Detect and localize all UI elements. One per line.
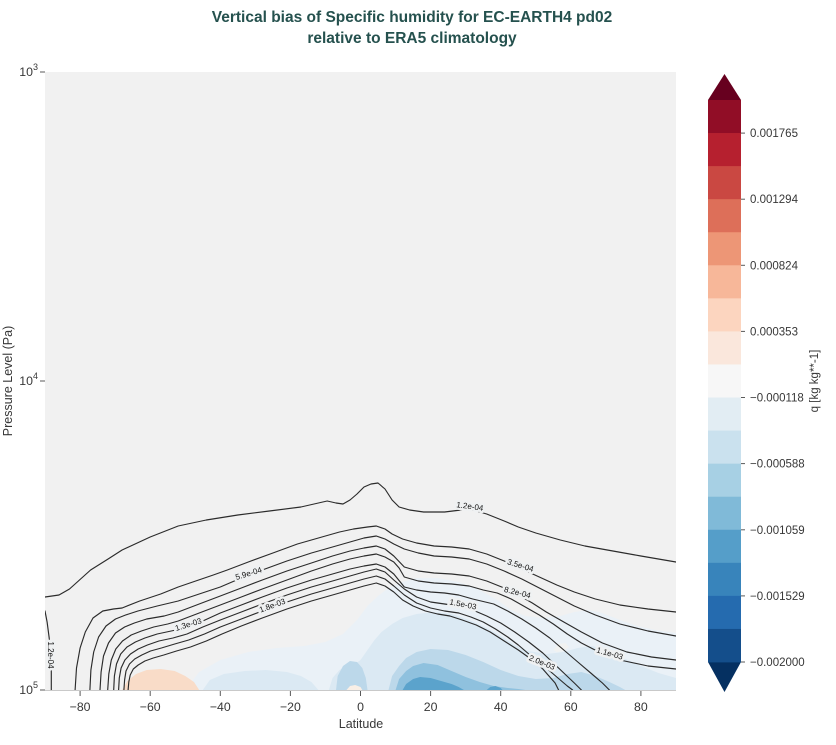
colorbar-tick-label: −0.002000 — [750, 657, 805, 669]
colorbar-segment — [708, 331, 741, 365]
x-tick-label: 20 — [424, 700, 438, 714]
x-tick-label: −80 — [70, 700, 91, 714]
x-tick-label: 40 — [494, 700, 508, 714]
contour-line-1.8e-03 — [123, 575, 574, 690]
x-axis-label: Latitude — [339, 717, 384, 731]
colorbar-segment — [708, 562, 741, 597]
colorbar-segment — [708, 100, 741, 134]
contour-line-3.5e-04 — [74, 525, 676, 690]
contour-line-1.5e-03 — [118, 568, 582, 690]
colorbar-segment — [708, 595, 741, 630]
colorbar-segment — [708, 133, 741, 167]
colorbar-tick-label: 0.001765 — [750, 128, 798, 140]
chart-title-line2: relative to ERA5 climatology — [307, 30, 517, 47]
x-tick-label: 80 — [634, 700, 648, 714]
contour-line-1.2e-04 — [45, 482, 676, 598]
contour-fill-neg-band-5 — [402, 677, 464, 690]
x-tick-label: −20 — [280, 700, 301, 714]
contour-line-1.3e-03 — [113, 563, 610, 690]
colorbar-tick-label: −0.001529 — [750, 591, 805, 603]
colorbar-segment — [708, 397, 741, 431]
colorbar-arrow-under — [708, 662, 741, 692]
colorbar: 0.001765 0.001294 0.000824 0.000353 −0.00011… — [708, 74, 805, 692]
contour-fill-neg-band-2-left — [202, 670, 319, 690]
colorbar-segment — [708, 298, 741, 332]
contour-line-8.2e-04 — [99, 545, 676, 690]
colorbar-segment — [708, 166, 741, 200]
colorbar-segment — [708, 430, 741, 465]
contour-line-2.0e-03 — [127, 582, 560, 690]
chart-title-line1: Vertical bias of Specific humidity for E… — [212, 9, 613, 26]
contour-fill-pos-patch-south — [122, 669, 200, 690]
colorbar-segment — [708, 496, 741, 531]
contour-lines — [45, 482, 676, 690]
colorbar-arrow-over — [708, 74, 741, 100]
colorbar-segment — [708, 463, 741, 498]
colorbar-tick-label: −0.000588 — [750, 459, 805, 471]
y-axis-label: Pressure Level (Pa) — [1, 326, 15, 436]
contour-fill-pos-patch-tropic — [346, 685, 363, 690]
contour-line-5.9e-04 — [89, 535, 676, 690]
x-tick-label: 60 — [564, 700, 578, 714]
plot-area-background — [45, 72, 676, 690]
x-axis: −80 −60 −40 −20 0 20 40 60 80 — [70, 691, 648, 714]
colorbar-segment — [708, 529, 741, 564]
colorbar-tick-label: −0.000118 — [750, 393, 804, 405]
y-tick-label: 103 — [19, 62, 38, 79]
y-axis: 103 104 105 — [19, 62, 45, 697]
contour-fills — [122, 578, 676, 690]
colorbar-segment — [708, 199, 741, 233]
contour-fill-neg-band-3-left — [336, 661, 368, 690]
colorbar-label: q [kg kg**-1] — [809, 350, 821, 413]
colorbar-tick-label: −0.001059 — [750, 525, 805, 537]
colorbar-tick-label: 0.000824 — [750, 260, 799, 272]
x-tick-label: −60 — [140, 700, 161, 714]
contour-fill-neg-band-5b — [486, 686, 503, 690]
colorbar-segment — [708, 364, 741, 398]
x-tick-label: −40 — [210, 700, 231, 714]
y-tick-label: 105 — [19, 680, 38, 697]
contour-line-1.2e-04 — [45, 610, 52, 690]
contour-line-1.1e-03 — [107, 553, 676, 690]
colorbar-tick-label: 0.001294 — [750, 194, 799, 206]
colorbar-tick-label: 0.000353 — [750, 326, 798, 338]
contour-label: 1.2e-04 — [46, 641, 55, 669]
colorbar-segment — [708, 232, 741, 266]
colorbar-segment — [708, 628, 741, 663]
x-tick-label: 0 — [357, 700, 364, 714]
y-tick-label: 104 — [19, 371, 38, 388]
colorbar-segment — [708, 265, 741, 299]
